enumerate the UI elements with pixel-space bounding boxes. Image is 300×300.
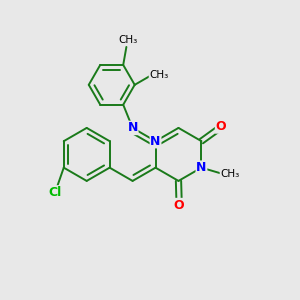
Text: N: N: [196, 161, 207, 174]
Text: N: N: [150, 135, 161, 148]
Text: CH₃: CH₃: [220, 169, 239, 178]
Text: Cl: Cl: [48, 186, 62, 199]
Text: N: N: [128, 122, 138, 134]
Text: O: O: [216, 120, 226, 133]
Text: O: O: [174, 199, 184, 212]
Text: CH₃: CH₃: [118, 35, 138, 45]
Text: CH₃: CH₃: [149, 70, 168, 80]
